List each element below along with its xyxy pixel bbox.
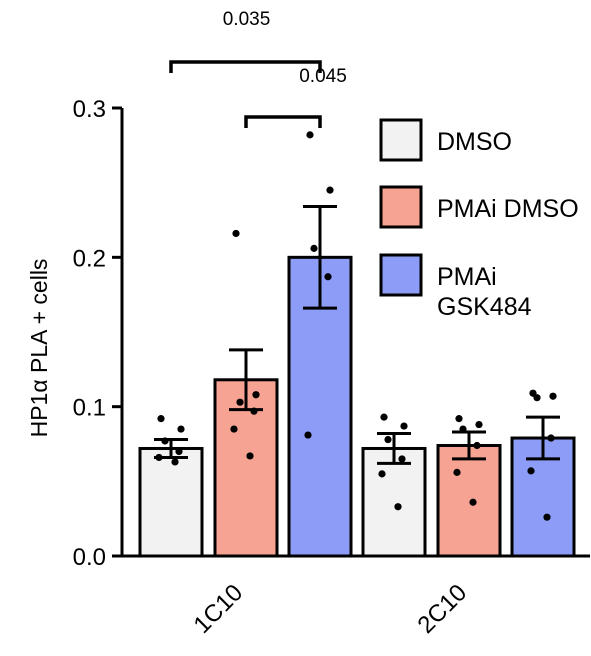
data-point <box>455 415 463 423</box>
data-point <box>161 437 169 445</box>
data-point <box>527 467 535 475</box>
data-point <box>469 498 477 506</box>
data-point <box>246 452 254 460</box>
data-point <box>549 392 557 400</box>
data-point <box>394 503 402 511</box>
data-point <box>533 394 541 402</box>
data-point-layer <box>155 131 557 521</box>
y-tick-label: 0.3 <box>73 96 106 123</box>
bar <box>138 446 204 558</box>
data-point <box>304 431 312 439</box>
significance-bracket <box>169 60 322 73</box>
data-point <box>384 435 392 444</box>
y-tick-label: 0.1 <box>73 395 106 422</box>
data-point <box>475 420 483 429</box>
data-point <box>171 458 179 466</box>
error-bar-layer <box>154 205 560 465</box>
data-point <box>378 470 386 478</box>
significance-bracket <box>244 115 322 128</box>
p-value-label: 0.045 <box>299 66 347 87</box>
x-tick-label: 1C10 <box>189 579 249 639</box>
p-value-label: 0.035 <box>223 9 271 30</box>
data-point <box>155 453 163 462</box>
data-point <box>400 422 408 430</box>
data-point <box>236 398 244 406</box>
data-point <box>473 441 481 450</box>
data-point <box>230 425 238 433</box>
legend-swatch <box>379 185 423 229</box>
legend-label: PMAi GSK484 <box>437 263 532 321</box>
x-tick-label: 2C10 <box>413 579 473 639</box>
bar <box>436 443 502 558</box>
data-point <box>380 413 388 421</box>
y-axis: 0.0 0.1 0.2 0.3 <box>73 96 124 571</box>
significance-layer: 0.035 0.045 <box>169 9 347 128</box>
x-axis: 1C10 2C10 <box>122 554 590 639</box>
data-point <box>324 273 332 281</box>
data-point <box>157 415 165 423</box>
y-tick-label: 0.0 <box>73 544 106 571</box>
legend-swatch <box>379 253 423 297</box>
data-point <box>326 186 334 194</box>
legend-label: DMSO <box>437 128 512 156</box>
data-point <box>250 407 258 415</box>
data-point <box>398 455 406 463</box>
data-point <box>306 131 314 139</box>
data-point <box>459 425 467 433</box>
data-point <box>175 447 183 456</box>
legend: DMSO PMAi DMSO PMAi GSK484 <box>379 118 579 321</box>
data-point <box>453 468 461 476</box>
data-point <box>232 229 240 238</box>
data-point <box>177 425 185 433</box>
data-point <box>543 513 551 521</box>
data-point <box>310 244 318 252</box>
legend-label: PMAi DMSO <box>437 195 579 223</box>
legend-swatch <box>379 118 423 162</box>
data-point <box>252 391 260 399</box>
data-point <box>547 434 555 442</box>
y-axis-label: HP1α PLA + cells <box>26 259 52 438</box>
bar-layer <box>138 255 576 558</box>
y-tick-label: 0.2 <box>73 245 106 272</box>
